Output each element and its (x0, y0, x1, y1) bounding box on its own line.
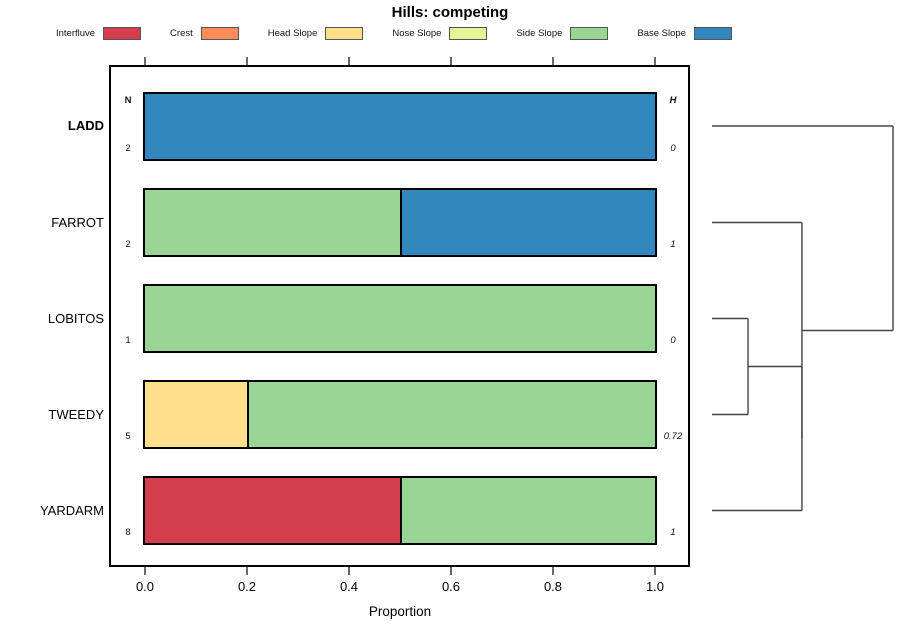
n-column-header: N (124, 95, 132, 106)
bar-segment-interfluve (145, 478, 400, 543)
n-value-yardarm: 8 (125, 527, 131, 538)
x-axis-tick-bottom (348, 567, 350, 575)
legend-swatch-head-slope-icon (325, 26, 364, 40)
x-axis-tick-bottom (450, 567, 452, 575)
h-value-lobitos: 0 (670, 335, 676, 346)
legend-swatch-crest-icon (200, 26, 239, 40)
bar-farrot (143, 188, 657, 257)
legend-item-interfluve: Interfluve (56, 26, 142, 40)
bar-segment-side-slope (145, 190, 400, 255)
n-value-ladd: 2 (125, 142, 131, 154)
bar-yardarm (143, 476, 657, 545)
row-label-lobitos: LOBITOS (47, 310, 104, 326)
x-axis-tick-bottom (552, 567, 554, 575)
bar-tweedy (143, 380, 657, 449)
row-label-farrot: FARROT (51, 214, 104, 230)
n-value-tweedy: 5 (125, 431, 131, 442)
row-label-yardarm: YARDARM (39, 502, 104, 518)
x-axis-tick-top (552, 57, 554, 65)
x-axis-tick-label: 0.0 (135, 579, 155, 594)
legend-label: Base Slope (637, 27, 686, 39)
legend-item-head-slope: Head Slope (267, 26, 364, 40)
h-value-yardarm: 1 (670, 527, 676, 538)
h-value-farrot: 1 (670, 239, 676, 250)
chart-title: Hills: competing (391, 4, 509, 21)
bar-segment-side-slope (145, 286, 655, 351)
x-axis-tick-top (654, 57, 656, 65)
legend: Interfluve Crest Head Slope Nose Slope Side … (56, 25, 732, 41)
h-value-tweedy: 0.72 (663, 431, 683, 442)
bar-segment-base-slope (145, 93, 655, 159)
x-axis-title: Proportion (368, 604, 432, 619)
x-axis-tick-bottom (654, 567, 656, 575)
row-label-tweedy: TWEEDY (48, 406, 104, 422)
x-axis-tick-top (450, 57, 452, 65)
x-axis-tick-top (348, 57, 350, 65)
x-axis-tick-bottom (246, 567, 248, 575)
bar-lobitos (143, 284, 657, 353)
legend-swatch-interfluve-icon (103, 26, 142, 40)
x-axis-tick-label: 0.8 (543, 579, 563, 594)
x-axis-tick-bottom (144, 567, 146, 575)
x-axis-tick-label: 0.6 (441, 579, 461, 594)
legend-label: Crest (170, 27, 193, 39)
legend-item-nose-slope: Nose Slope (392, 26, 488, 40)
bar-segment-base-slope (400, 190, 655, 255)
bar-segment-side-slope (400, 478, 655, 543)
h-column-header: H (669, 95, 677, 106)
bar-segment-head-slope (145, 382, 247, 447)
legend-label: Head Slope (267, 27, 318, 39)
legend-item-base-slope: Base Slope (637, 26, 732, 40)
x-axis-tick-label: 0.4 (339, 579, 359, 594)
legend-label: Nose Slope (392, 27, 442, 39)
bar-segment-side-slope (247, 382, 655, 447)
legend-swatch-base-slope-icon (693, 26, 732, 40)
row-label-ladd: LADD (67, 118, 104, 133)
legend-item-crest: Crest (170, 26, 239, 40)
n-value-lobitos: 1 (125, 335, 131, 346)
x-axis-tick-label: 1.0 (645, 579, 665, 594)
x-axis-tick-label: 0.2 (237, 579, 257, 594)
legend-item-side-slope: Side Slope (516, 26, 609, 40)
n-value-farrot: 2 (125, 239, 131, 250)
legend-swatch-side-slope-icon (570, 26, 609, 40)
bar-ladd (143, 91, 657, 161)
legend-label: Interfluve (56, 27, 96, 39)
h-value-ladd: 0 (670, 142, 676, 154)
legend-label: Side Slope (516, 27, 563, 39)
x-axis-tick-top (246, 57, 248, 65)
legend-swatch-nose-slope-icon (449, 26, 488, 40)
x-axis-tick-top (144, 57, 146, 65)
plot-panel (109, 65, 690, 567)
